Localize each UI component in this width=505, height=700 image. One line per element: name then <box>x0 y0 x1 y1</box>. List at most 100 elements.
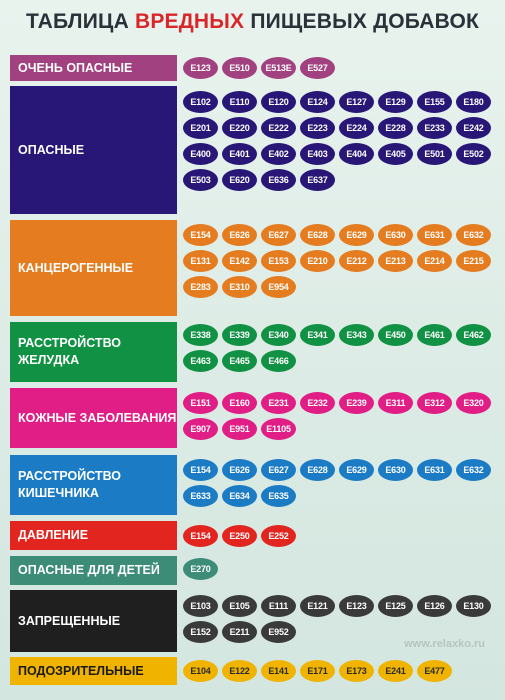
additive-code-badge: E635 <box>261 485 296 507</box>
additive-code-badge: E466 <box>261 350 296 372</box>
additive-codes: E103 E105 E111 E121 E123 E125 E126 E130 E152 E211… <box>183 595 501 643</box>
additive-code-badge: E131 <box>183 250 218 272</box>
additive-code-badge: E628 <box>300 459 335 481</box>
additive-codes: E154 E250 E252 <box>183 525 501 547</box>
category-label: ОПАСНЫЕ ДЛЯ ДЕТЕЙ <box>10 556 177 585</box>
additive-code-badge: E501 <box>417 143 452 165</box>
additive-code-badge: E343 <box>339 324 374 346</box>
additive-code-badge: E223 <box>300 117 335 139</box>
additive-code-badge: E173 <box>339 660 374 682</box>
additive-code-badge: E211 <box>222 621 257 643</box>
additive-code-badge: E631 <box>417 224 452 246</box>
additive-code-badge: E250 <box>222 525 257 547</box>
additive-code-badge: E634 <box>222 485 257 507</box>
additive-code-badge: E626 <box>222 459 257 481</box>
additive-code-badge: E141 <box>261 660 296 682</box>
additive-code-badge: E637 <box>300 169 335 191</box>
category-label: РАССТРОЙСТВО КИШЕЧНИКА <box>10 455 177 515</box>
additive-code-badge: E214 <box>417 250 452 272</box>
additive-code-badge: E154 <box>183 525 218 547</box>
additive-code-badge: E210 <box>300 250 335 272</box>
additive-code-badge: E510 <box>222 57 257 79</box>
additive-code-badge: E630 <box>378 224 413 246</box>
additive-code-badge: E121 <box>300 595 335 617</box>
additive-code-badge: E105 <box>222 595 257 617</box>
additive-code-badge: E111 <box>261 595 296 617</box>
category-label: РАССТРОЙСТВО ЖЕЛУДКА <box>10 322 177 382</box>
additive-code-badge: E620 <box>222 169 257 191</box>
additive-code-badge: E123 <box>339 595 374 617</box>
additive-code-badge: E126 <box>417 595 452 617</box>
additive-code-badge: E103 <box>183 595 218 617</box>
additive-code-badge: E503 <box>183 169 218 191</box>
category-row: КОЖНЫЕ ЗАБОЛЕВАНИЯ E151 E160 E231 E232 E239 E3… <box>0 388 505 448</box>
additive-code-badge: E320 <box>456 392 491 414</box>
additive-code-badge: E154 <box>183 459 218 481</box>
additive-code-badge: E252 <box>261 525 296 547</box>
additive-code-badge: E627 <box>261 224 296 246</box>
additive-code-badge: E151 <box>183 392 218 414</box>
additive-code-badge: E907 <box>183 418 218 440</box>
additive-code-badge: E629 <box>339 459 374 481</box>
additive-code-badge: E628 <box>300 224 335 246</box>
additive-codes: E151 E160 E231 E232 E239 E311 E312 E320 E907 E951… <box>183 392 501 440</box>
additive-code-badge: E502 <box>456 143 491 165</box>
additive-code-badge: E212 <box>339 250 374 272</box>
additive-code-badge: E527 <box>300 57 335 79</box>
additive-code-badge: E340 <box>261 324 296 346</box>
additive-code-badge: E233 <box>417 117 452 139</box>
additive-code-badge: E222 <box>261 117 296 139</box>
additive-code-badge: E232 <box>300 392 335 414</box>
additive-code-badge: E403 <box>300 143 335 165</box>
additive-code-badge: E631 <box>417 459 452 481</box>
additive-code-badge: E465 <box>222 350 257 372</box>
category-label: КОЖНЫЕ ЗАБОЛЕВАНИЯ <box>10 388 177 448</box>
additive-code-badge: E142 <box>222 250 257 272</box>
additive-code-badge: E180 <box>456 91 491 113</box>
additive-code-badge: E125 <box>378 595 413 617</box>
additive-code-badge: E462 <box>456 324 491 346</box>
additive-code-badge: E954 <box>261 276 296 298</box>
additive-code-badge: E239 <box>339 392 374 414</box>
additive-code-badge: E171 <box>300 660 335 682</box>
additive-code-badge: E270 <box>183 558 218 580</box>
additive-code-badge: E952 <box>261 621 296 643</box>
additive-code-badge: E636 <box>261 169 296 191</box>
category-row: РАССТРОЙСТВО ЖЕЛУДКА E338 E339 E340 E341 E343… <box>0 322 505 382</box>
additive-code-badge: E629 <box>339 224 374 246</box>
additive-code-badge: E104 <box>183 660 218 682</box>
category-row: ЗАПРЕЩЕННЫЕ E103 E105 E111 E121 E123 E125 E126 E… <box>0 590 505 652</box>
additive-code-badge: E215 <box>456 250 491 272</box>
additive-code-badge: E152 <box>183 621 218 643</box>
additive-code-badge: E513E <box>261 57 296 79</box>
additive-code-badge: E627 <box>261 459 296 481</box>
category-row: РАССТРОЙСТВО КИШЕЧНИКА E154 E626 E627 E628 E6… <box>0 455 505 515</box>
additive-code-badge: E231 <box>261 392 296 414</box>
watermark: www.relaxko.ru <box>404 638 485 650</box>
additive-code-badge: E400 <box>183 143 218 165</box>
additive-code-badge: E201 <box>183 117 218 139</box>
additive-code-badge: E130 <box>456 595 491 617</box>
additive-code-badge: E228 <box>378 117 413 139</box>
title-part-1: ТАБЛИЦА <box>25 10 129 33</box>
additive-code-badge: E129 <box>378 91 413 113</box>
category-row: КАНЦЕРОГЕННЫЕ E154 E626 E627 E628 E629 E630 E63… <box>0 220 505 316</box>
additive-code-badge: E402 <box>261 143 296 165</box>
additive-code-badge: E626 <box>222 224 257 246</box>
additive-code-badge: E120 <box>261 91 296 113</box>
additive-code-badge: E339 <box>222 324 257 346</box>
additive-code-badge: E633 <box>183 485 218 507</box>
additive-code-badge: E338 <box>183 324 218 346</box>
additive-code-badge: E154 <box>183 224 218 246</box>
additive-code-badge: E127 <box>339 91 374 113</box>
additive-codes: E104 E122 E141 E171 E173 E241 E477 <box>183 660 501 682</box>
additive-code-badge: E404 <box>339 143 374 165</box>
additive-code-badge: E405 <box>378 143 413 165</box>
additive-code-badge: E220 <box>222 117 257 139</box>
additive-code-badge: E110 <box>222 91 257 113</box>
additive-code-badge: E450 <box>378 324 413 346</box>
additive-code-badge: E401 <box>222 143 257 165</box>
additive-code-badge: E155 <box>417 91 452 113</box>
additive-code-badge: E951 <box>222 418 257 440</box>
category-label: ЗАПРЕЩЕННЫЕ <box>10 590 177 652</box>
